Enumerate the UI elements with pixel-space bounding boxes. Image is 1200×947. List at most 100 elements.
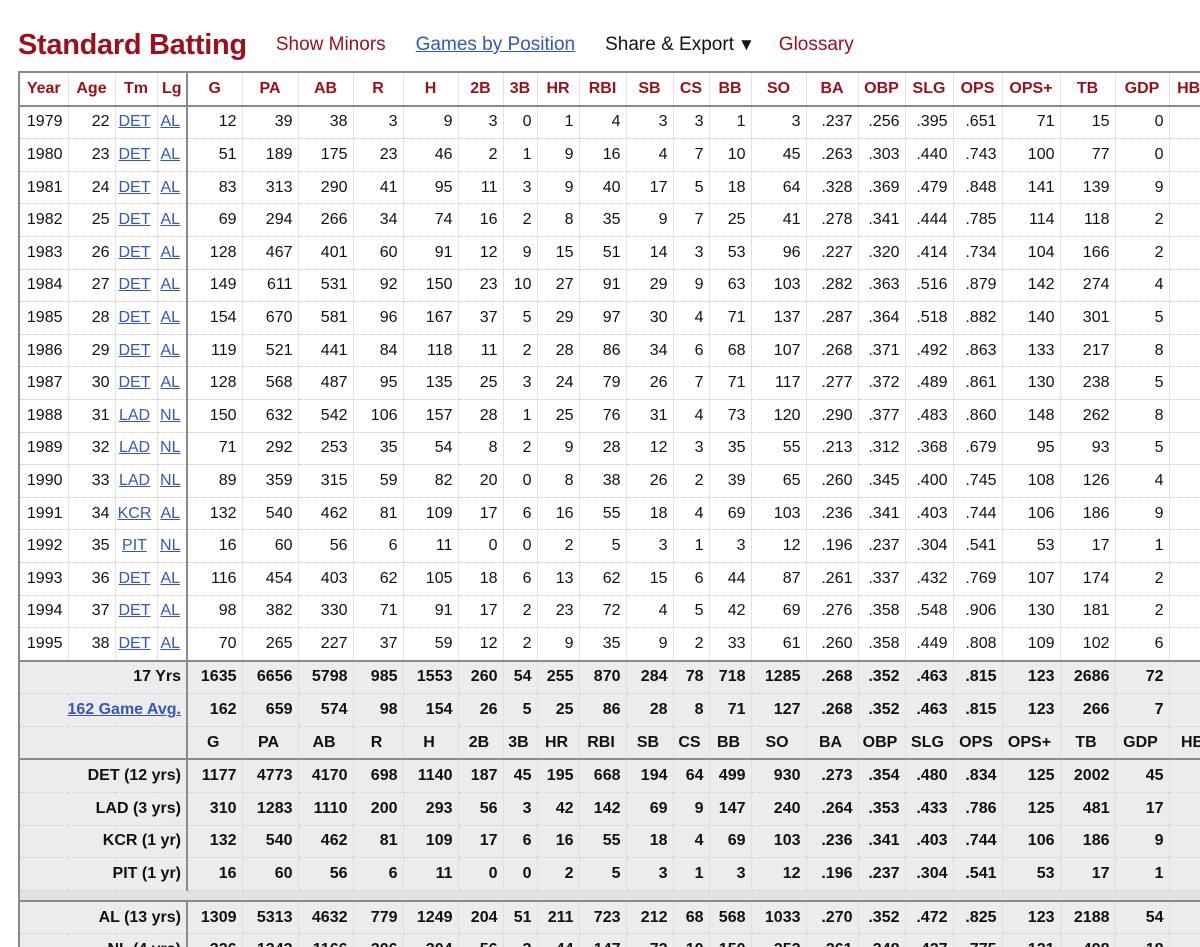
column-header-gdp[interactable]: GDP <box>1115 71 1170 107</box>
column-header-g[interactable]: G <box>187 71 243 107</box>
league-link[interactable]: NL <box>160 406 181 424</box>
table-row: 1981 24 DET AL 83 313 290 41 95 11 3 9 40 17 5 18 64.328… <box>18 171 1200 205</box>
cell-sb: 26 <box>626 464 674 498</box>
team-link[interactable]: LAD <box>118 406 151 424</box>
league-link[interactable]: AL <box>160 276 181 294</box>
cell-lg: NL <box>157 464 188 498</box>
cell-year: 1985 <box>18 301 69 335</box>
team-link[interactable]: DET <box>118 308 151 326</box>
cell-sb: 9 <box>626 203 674 237</box>
team-link[interactable]: DET <box>118 341 151 359</box>
cell-slg: .483 <box>905 399 954 433</box>
game-avg-link[interactable]: 162 Game Avg. <box>67 701 181 719</box>
summary-cell: 1 <box>1115 857 1170 891</box>
league-link[interactable]: AL <box>160 374 181 392</box>
league-link[interactable]: NL <box>160 439 181 457</box>
league-link[interactable]: AL <box>160 634 181 652</box>
team-link[interactable]: DET <box>118 634 151 652</box>
column-header-2b[interactable]: 2B <box>458 71 504 107</box>
league-link[interactable]: AL <box>160 113 181 131</box>
summary-cell: 574 <box>298 693 354 727</box>
column-header-tb[interactable]: TB <box>1060 71 1116 107</box>
cell-3b: 2 <box>503 627 538 662</box>
cell-2b: 17 <box>458 497 504 531</box>
team-link[interactable]: DET <box>118 602 151 620</box>
cell-tm: DET <box>115 595 158 629</box>
column-header-h[interactable]: H <box>403 71 459 107</box>
team-link[interactable]: LAD <box>118 439 151 457</box>
summary-cell: 9 <box>673 792 710 826</box>
column-header-hr[interactable]: HR <box>537 71 580 107</box>
cell-lg: NL <box>157 529 188 563</box>
summary-cell: 162 <box>187 693 243 727</box>
league-link[interactable]: NL <box>160 537 181 555</box>
table-row: 1995 38 DET AL 70 265 227 37 59 12 2 9 35 9 2 33 61.260.… <box>18 627 1200 662</box>
show-minors-link[interactable]: Show Minors <box>275 34 386 55</box>
team-link[interactable]: DET <box>118 113 151 131</box>
column-header-obp[interactable]: OBP <box>858 71 906 107</box>
team-link[interactable]: LAD <box>118 471 151 489</box>
league-link[interactable]: AL <box>160 211 181 229</box>
league-link[interactable]: AL <box>160 243 181 261</box>
glossary-link[interactable]: Glossary <box>778 34 854 55</box>
cell-pa: 292 <box>242 432 299 466</box>
team-link[interactable]: DET <box>118 145 151 163</box>
cell-sb: 15 <box>626 562 674 596</box>
summary-cell: 499 <box>709 758 752 794</box>
league-link[interactable]: AL <box>160 178 181 196</box>
column-header-ab[interactable]: AB <box>298 71 354 107</box>
column-header-tm[interactable]: Tm <box>115 71 158 107</box>
cell-age: 33 <box>68 464 116 498</box>
column-header-3b[interactable]: 3B <box>503 71 538 107</box>
column-header-lg[interactable]: Lg <box>157 71 188 107</box>
league-link[interactable]: AL <box>160 504 181 522</box>
cell-pa: 467 <box>242 236 299 270</box>
column-header-rbi[interactable]: RBI <box>579 71 627 107</box>
cell-ops-plus: 130 <box>1002 595 1061 629</box>
summary-cell <box>1169 825 1200 859</box>
summary-cell: .268 <box>806 693 859 727</box>
league-link[interactable]: NL <box>160 471 181 489</box>
column-header-sb[interactable]: SB <box>626 71 674 107</box>
column-header-pa[interactable]: PA <box>242 71 299 107</box>
league-link[interactable]: AL <box>160 308 181 326</box>
team-link[interactable]: DET <box>118 178 151 196</box>
summary-cell: 200 <box>353 792 404 826</box>
team-link[interactable]: PIT <box>122 537 147 555</box>
column-header-ops-plus[interactable]: OPS+ <box>1002 71 1061 107</box>
column-header-cs[interactable]: CS <box>673 71 710 107</box>
team-link[interactable]: DET <box>118 276 151 294</box>
column-header-ops[interactable]: OPS <box>953 71 1003 107</box>
column-header-slg[interactable]: SLG <box>905 71 954 107</box>
league-link[interactable]: AL <box>160 341 181 359</box>
column-header-bb[interactable]: BB <box>709 71 752 107</box>
team-link[interactable]: DET <box>118 374 151 392</box>
cell-ba: .237 <box>806 105 859 140</box>
team-link[interactable]: DET <box>118 569 151 587</box>
column-header-year[interactable]: Year <box>18 71 69 107</box>
team-link[interactable]: DET <box>118 243 151 261</box>
cell-r: 23 <box>353 138 404 172</box>
team-link[interactable]: KCR <box>117 504 152 522</box>
column-header-so[interactable]: SO <box>751 71 807 107</box>
share-export-menu[interactable]: Share & Export ▼ <box>605 34 755 56</box>
league-link[interactable]: AL <box>160 145 181 163</box>
column-header-r[interactable]: R <box>353 71 404 107</box>
team-link[interactable]: DET <box>118 211 151 229</box>
summary-cell: .403 <box>905 825 954 859</box>
summary-column-header: CS <box>673 726 710 760</box>
column-header-age[interactable]: Age <box>68 71 116 107</box>
table-row: 1984 27 DET AL 149 611 531 92 150 23 10 27 91 29 9 63 10… <box>18 269 1200 303</box>
cell-sb: 17 <box>626 171 674 205</box>
cell-hbp <box>1169 105 1200 140</box>
cell-bb: 10 <box>709 138 752 172</box>
column-header-hbp[interactable]: HBP <box>1169 71 1200 107</box>
cell-gdp: 8 <box>1115 334 1170 368</box>
cell-pa: 294 <box>242 203 299 237</box>
league-link[interactable]: AL <box>160 602 181 620</box>
column-header-ba[interactable]: BA <box>806 71 859 107</box>
games-by-position-link[interactable]: Games by Position <box>415 34 576 55</box>
league-link[interactable]: AL <box>160 569 181 587</box>
cell-ab: 253 <box>298 432 354 466</box>
summary-cell: 18 <box>626 825 674 859</box>
